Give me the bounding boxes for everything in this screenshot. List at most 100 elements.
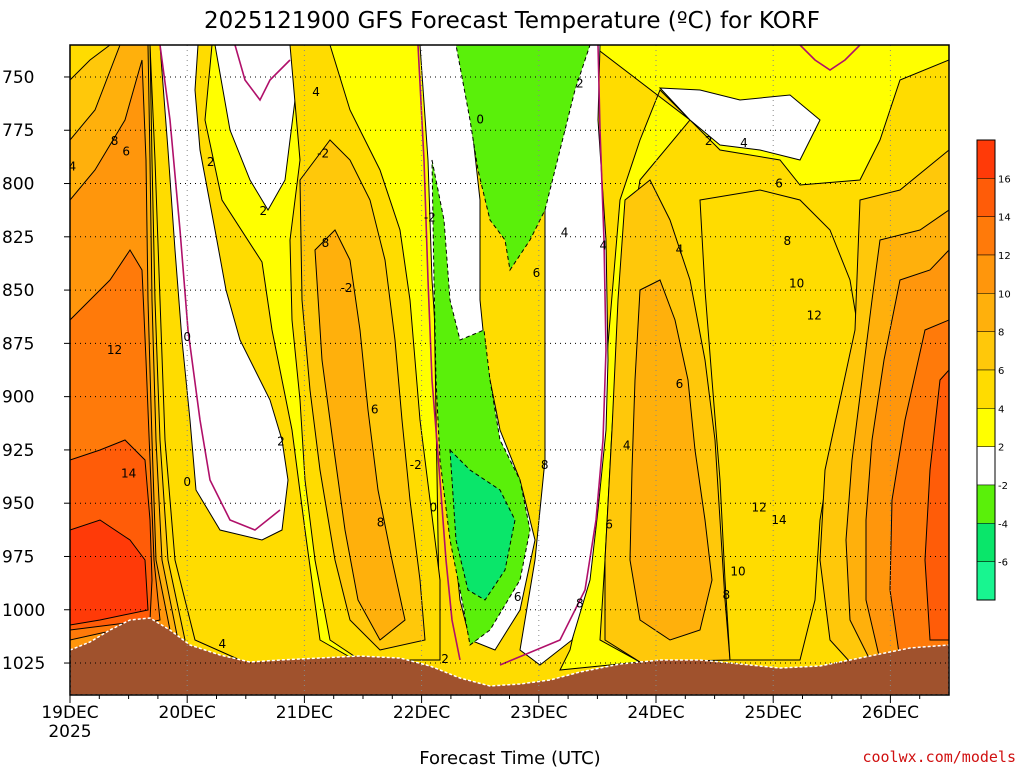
zero-contour-center-right xyxy=(499,45,607,666)
y-tick-label: 950 xyxy=(2,494,34,514)
y-tick-label: 875 xyxy=(2,334,34,354)
y-tick-label: 1025 xyxy=(2,654,45,674)
contour-label: 2 xyxy=(260,204,268,218)
colorbar-swatch xyxy=(976,484,996,524)
contour-label: -2 xyxy=(317,147,329,161)
colorbar-tick-label: 12 xyxy=(998,251,1011,262)
contour-label: 2 xyxy=(576,76,584,90)
contour-label: 12 xyxy=(807,309,822,323)
region-14-16-far-east xyxy=(924,369,949,641)
colorbar-tick-label: 6 xyxy=(998,366,1004,377)
colorbar-tick-label: -4 xyxy=(998,519,1008,530)
contour-label: 2 xyxy=(277,434,285,448)
contour-label: 0 xyxy=(183,475,191,489)
contour-label: 8 xyxy=(722,588,730,602)
contour-label: 6 xyxy=(371,402,379,416)
x-tick-label: 22DEC xyxy=(393,703,450,723)
contour-label: 8 xyxy=(377,515,385,529)
zero-contour-upper-left xyxy=(234,45,291,102)
region-minus2-minus4 xyxy=(455,45,591,272)
y-tick-label: 775 xyxy=(2,121,34,141)
contour-label: 10 xyxy=(730,564,745,578)
region-white-zero-west xyxy=(159,45,289,541)
contour-label: 6 xyxy=(514,590,522,604)
x-tick-label: 19DEC xyxy=(41,703,98,723)
contour-label: 6 xyxy=(122,145,130,159)
colorbar-tick-label: 2 xyxy=(998,443,1004,454)
colorbar-swatch xyxy=(976,369,996,409)
contour-label: 2 xyxy=(207,155,215,169)
contour-label: 0 xyxy=(476,113,484,127)
x-tick-label: 23DEC xyxy=(510,703,567,723)
colorbar-swatch xyxy=(976,139,996,179)
contour-label: 4 xyxy=(623,439,631,453)
y-tick-label: 800 xyxy=(2,175,34,195)
contour-label: 4 xyxy=(740,136,748,150)
x-tick-label: 26DEC xyxy=(862,703,919,723)
colorbar-tick-label: -2 xyxy=(998,481,1008,492)
contour-label: 4 xyxy=(599,238,607,252)
region-8-10-east xyxy=(629,279,713,641)
contour-label: 4 xyxy=(69,159,77,173)
x-tick-label: 20DEC xyxy=(159,703,216,723)
region-0-east-white-pocket xyxy=(658,87,821,161)
colorbar: 16 14 12 10 8 6 4 2 -2 -4 -6 xyxy=(976,139,1011,601)
x-year-label: 2025 xyxy=(48,722,91,742)
y-tick-label: 975 xyxy=(2,547,34,567)
contour-label: 0 xyxy=(429,500,437,514)
colorbar-swatch xyxy=(976,523,996,562)
contour-label: 2 xyxy=(705,134,713,148)
contour-label: 4 xyxy=(219,637,227,651)
zero-contour-center xyxy=(417,45,461,661)
x-gridlines xyxy=(186,45,891,695)
x-tick-label: 24DEC xyxy=(627,703,684,723)
contour-label: 6 xyxy=(533,266,541,280)
contour-label: 4 xyxy=(312,85,320,99)
colorbar-swatch xyxy=(976,293,996,332)
colorbar-swatch xyxy=(976,216,996,256)
x-tick-label: 25DEC xyxy=(745,703,802,723)
y-tick-label: 925 xyxy=(2,441,34,461)
contour-label: 8 xyxy=(783,234,791,248)
contour-label: 12 xyxy=(751,500,766,514)
contour-label: 14 xyxy=(121,466,136,480)
watermark: coolwx.com/models xyxy=(862,748,1016,766)
contour-label: -2 xyxy=(341,281,353,295)
colorbar-frame xyxy=(976,139,996,601)
contour-label: 8 xyxy=(111,134,119,148)
contour-label: 0 xyxy=(183,330,191,344)
region-4-6-far-east xyxy=(699,189,861,661)
terrain xyxy=(70,617,949,695)
contour-label: 4 xyxy=(561,226,569,240)
contour-label: -2 xyxy=(410,458,422,472)
chart-title: 2025121900 GFS Forecast Temperature (ºC)… xyxy=(204,8,820,34)
colorbar-tick-label: 10 xyxy=(998,289,1011,300)
contour-label: 2 xyxy=(441,652,449,666)
contour-label: -2 xyxy=(424,211,436,225)
colorbar-tick-label: -6 xyxy=(998,558,1008,569)
contour-label: 8 xyxy=(322,236,330,250)
contour-label: 6 xyxy=(676,377,684,391)
x-axis: 19DEC 20DEC 21DEC 22DEC 23DEC 24DEC 25DEC 26DEC… xyxy=(41,695,921,742)
y-tick-label: 850 xyxy=(2,281,34,301)
x-axis-label: Forecast Time (UTC) xyxy=(419,748,600,768)
colorbar-swatch xyxy=(976,561,996,601)
contour-label: 6 xyxy=(605,518,613,532)
region-8-10-west xyxy=(314,229,406,641)
colorbar-tick-label: 16 xyxy=(998,174,1011,185)
zero-contour-upper-right xyxy=(799,45,861,71)
colorbar-tick-label: 8 xyxy=(998,328,1004,339)
y-tick-label: 900 xyxy=(2,388,34,408)
colorbar-tick-label: 14 xyxy=(998,213,1011,224)
x-tick-label: 21DEC xyxy=(276,703,333,723)
region-16-18-left xyxy=(70,519,149,626)
colorbar-swatch xyxy=(976,446,996,486)
contour-label: 10 xyxy=(789,277,804,291)
colorbar-swatch xyxy=(976,254,996,294)
contour-label: 8 xyxy=(541,458,549,472)
y-axis: 750 775 800 825 850 875 900 925 950 975 1000 1025 xyxy=(2,68,70,674)
contour-label: 6 xyxy=(775,177,783,191)
